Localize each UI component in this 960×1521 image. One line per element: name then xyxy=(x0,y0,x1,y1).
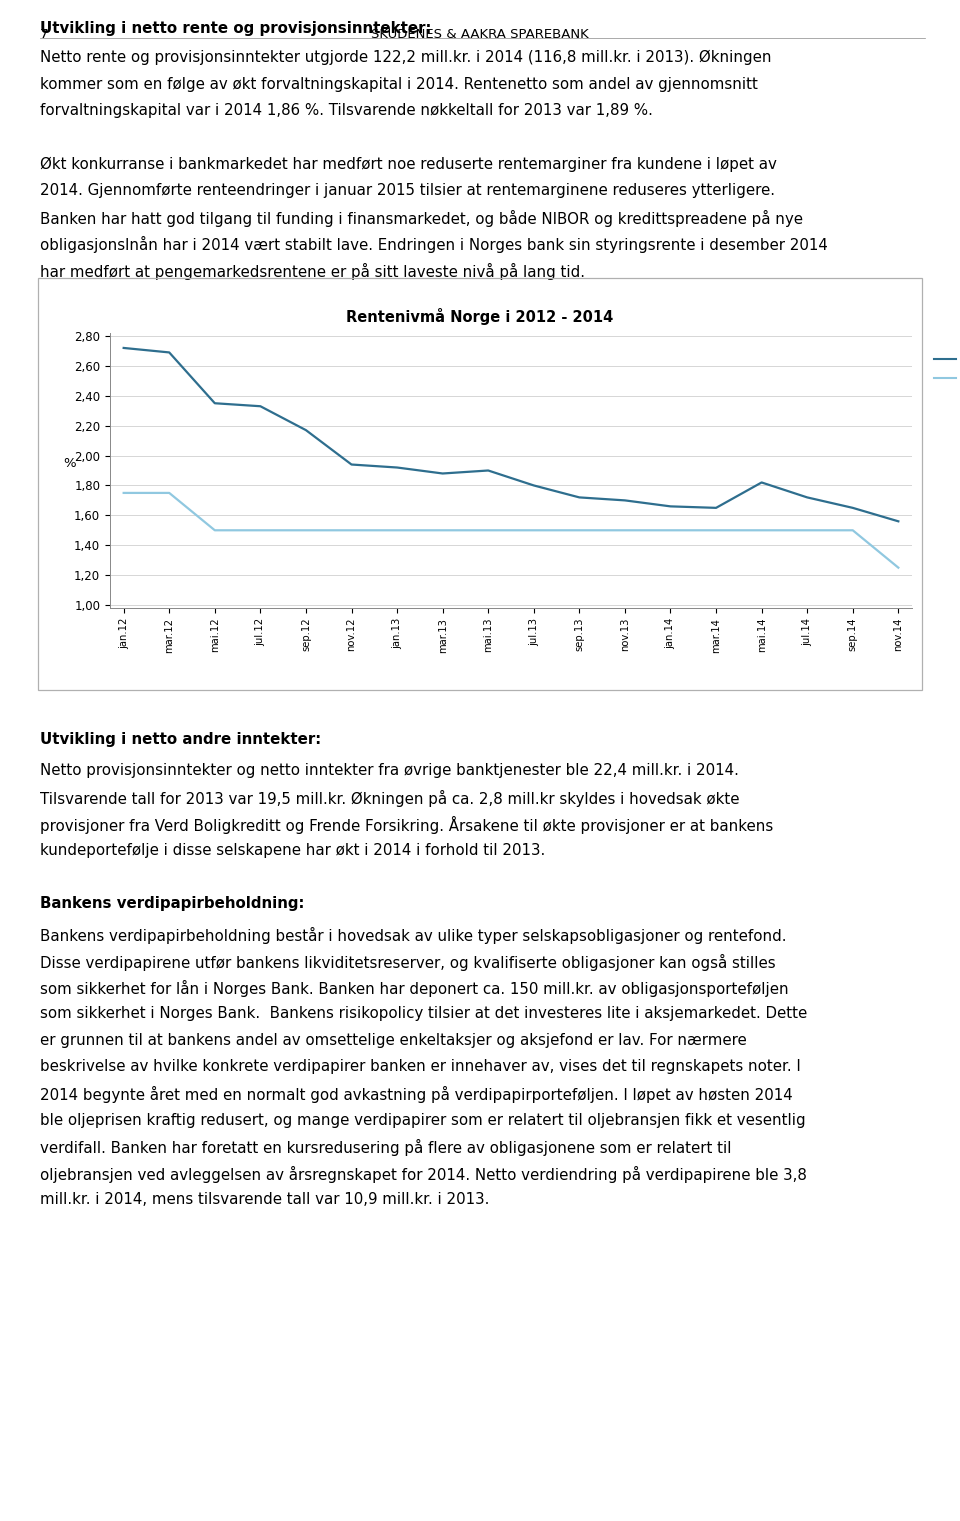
Text: Bankens verdipapirbeholdning:: Bankens verdipapirbeholdning: xyxy=(40,896,304,911)
Text: kommer som en følge av økt forvaltningskapital i 2014. Rentenetto som andel av g: kommer som en følge av økt forvaltningsk… xyxy=(40,76,757,91)
Text: beskrivelse av hvilke konkrete verdipapirer banken er innehaver av, vises det ti: beskrivelse av hvilke konkrete verdipapi… xyxy=(40,1060,801,1074)
Text: ble oljeprisen kraftig redusert, og mange verdipapirer som er relatert til oljeb: ble oljeprisen kraftig redusert, og mang… xyxy=(40,1112,805,1127)
Text: Banken har hatt god tilgang til funding i finansmarkedet, og både NIBOR og kredi: Banken har hatt god tilgang til funding … xyxy=(40,210,803,227)
Text: kundeportefølje i disse selskapene har økt i 2014 i forhold til 2013.: kundeportefølje i disse selskapene har ø… xyxy=(40,843,545,858)
Text: SKUDENES & AAKRA SPAREBANK: SKUDENES & AAKRA SPAREBANK xyxy=(372,27,588,41)
Text: Tilsvarende tall for 2013 var 19,5 mill.kr. Økningen på ca. 2,8 mill.kr skyldes : Tilsvarende tall for 2013 var 19,5 mill.… xyxy=(40,789,739,806)
Legend: Gj.snitt NIBOR 3 mnd, Styringsrente NB: Gj.snitt NIBOR 3 mnd, Styringsrente NB xyxy=(934,353,960,385)
Text: som sikkerhet for lån i Norges Bank. Banken har deponert ca. 150 mill.kr. av obl: som sikkerhet for lån i Norges Bank. Ban… xyxy=(40,980,788,998)
Text: Disse verdipapirene utfør bankens likviditetsreserver, og kvalifiserte obligasjo: Disse verdipapirene utfør bankens likvid… xyxy=(40,954,776,970)
Text: Utvikling i netto rente og provisjonsinntekter:: Utvikling i netto rente og provisjonsinn… xyxy=(40,21,431,37)
Text: forvaltningskapital var i 2014 1,86 %. Tilsvarende nøkkeltall for 2013 var 1,89 : forvaltningskapital var i 2014 1,86 %. T… xyxy=(40,103,653,119)
Text: verdifall. Banken har foretatt en kursredusering på flere av obligasjonene som e: verdifall. Banken har foretatt en kursre… xyxy=(40,1139,732,1156)
Text: 2014 begynte året med en normalt god avkastning på verdipapirporteføljen. I løpe: 2014 begynte året med en normalt god avk… xyxy=(40,1086,793,1103)
Text: mill.kr. i 2014, mens tilsvarende tall var 10,9 mill.kr. i 2013.: mill.kr. i 2014, mens tilsvarende tall v… xyxy=(40,1192,490,1208)
Text: obligasjonslnån har i 2014 vært stabilt lave. Endringen i Norges bank sin styrin: obligasjonslnån har i 2014 vært stabilt … xyxy=(40,236,828,252)
Text: 2014. Gjennomførte renteendringer i januar 2015 tilsier at rentemarginene reduse: 2014. Gjennomførte renteendringer i janu… xyxy=(40,183,775,198)
Text: Netto rente og provisjonsinntekter utgjorde 122,2 mill.kr. i 2014 (116,8 mill.kr: Netto rente og provisjonsinntekter utgjo… xyxy=(40,50,772,65)
Text: Rentenivmå Norge i 2012 - 2014: Rentenivmå Norge i 2012 - 2014 xyxy=(347,307,613,325)
Text: Økt konkurranse i bankmarkedet har medført noe reduserte rentemarginer fra kunde: Økt konkurranse i bankmarkedet har medfø… xyxy=(40,157,777,172)
Text: Utvikling i netto andre inntekter:: Utvikling i netto andre inntekter: xyxy=(40,732,322,747)
Text: som sikkerhet i Norges Bank.  Bankens risikopolicy tilsier at det investeres lit: som sikkerhet i Norges Bank. Bankens ris… xyxy=(40,1007,807,1022)
Y-axis label: %: % xyxy=(63,458,76,470)
Text: 7: 7 xyxy=(40,27,49,41)
Text: er grunnen til at bankens andel av omsettelige enkeltaksjer og aksjefond er lav.: er grunnen til at bankens andel av omset… xyxy=(40,1033,747,1048)
Text: Bankens verdipapirbeholdning består i hovedsak av ulike typer selskapsobligasjon: Bankens verdipapirbeholdning består i ho… xyxy=(40,926,786,945)
Text: oljebransjen ved avleggelsen av årsregnskapet for 2014. Netto verdiendring på ve: oljebransjen ved avleggelsen av årsregns… xyxy=(40,1165,806,1182)
Bar xyxy=(38,278,922,691)
Text: provisjoner fra Verd Boligkreditt og Frende Forsikring. Årsakene til økte provis: provisjoner fra Verd Boligkreditt og Fre… xyxy=(40,815,773,834)
Text: Netto provisjonsinntekter og netto inntekter fra øvrige banktjenester ble 22,4 m: Netto provisjonsinntekter og netto innte… xyxy=(40,764,739,779)
Text: har medført at pengemarkedsrentene er på sitt laveste nivå på lang tid.: har medført at pengemarkedsrentene er på… xyxy=(40,263,585,280)
